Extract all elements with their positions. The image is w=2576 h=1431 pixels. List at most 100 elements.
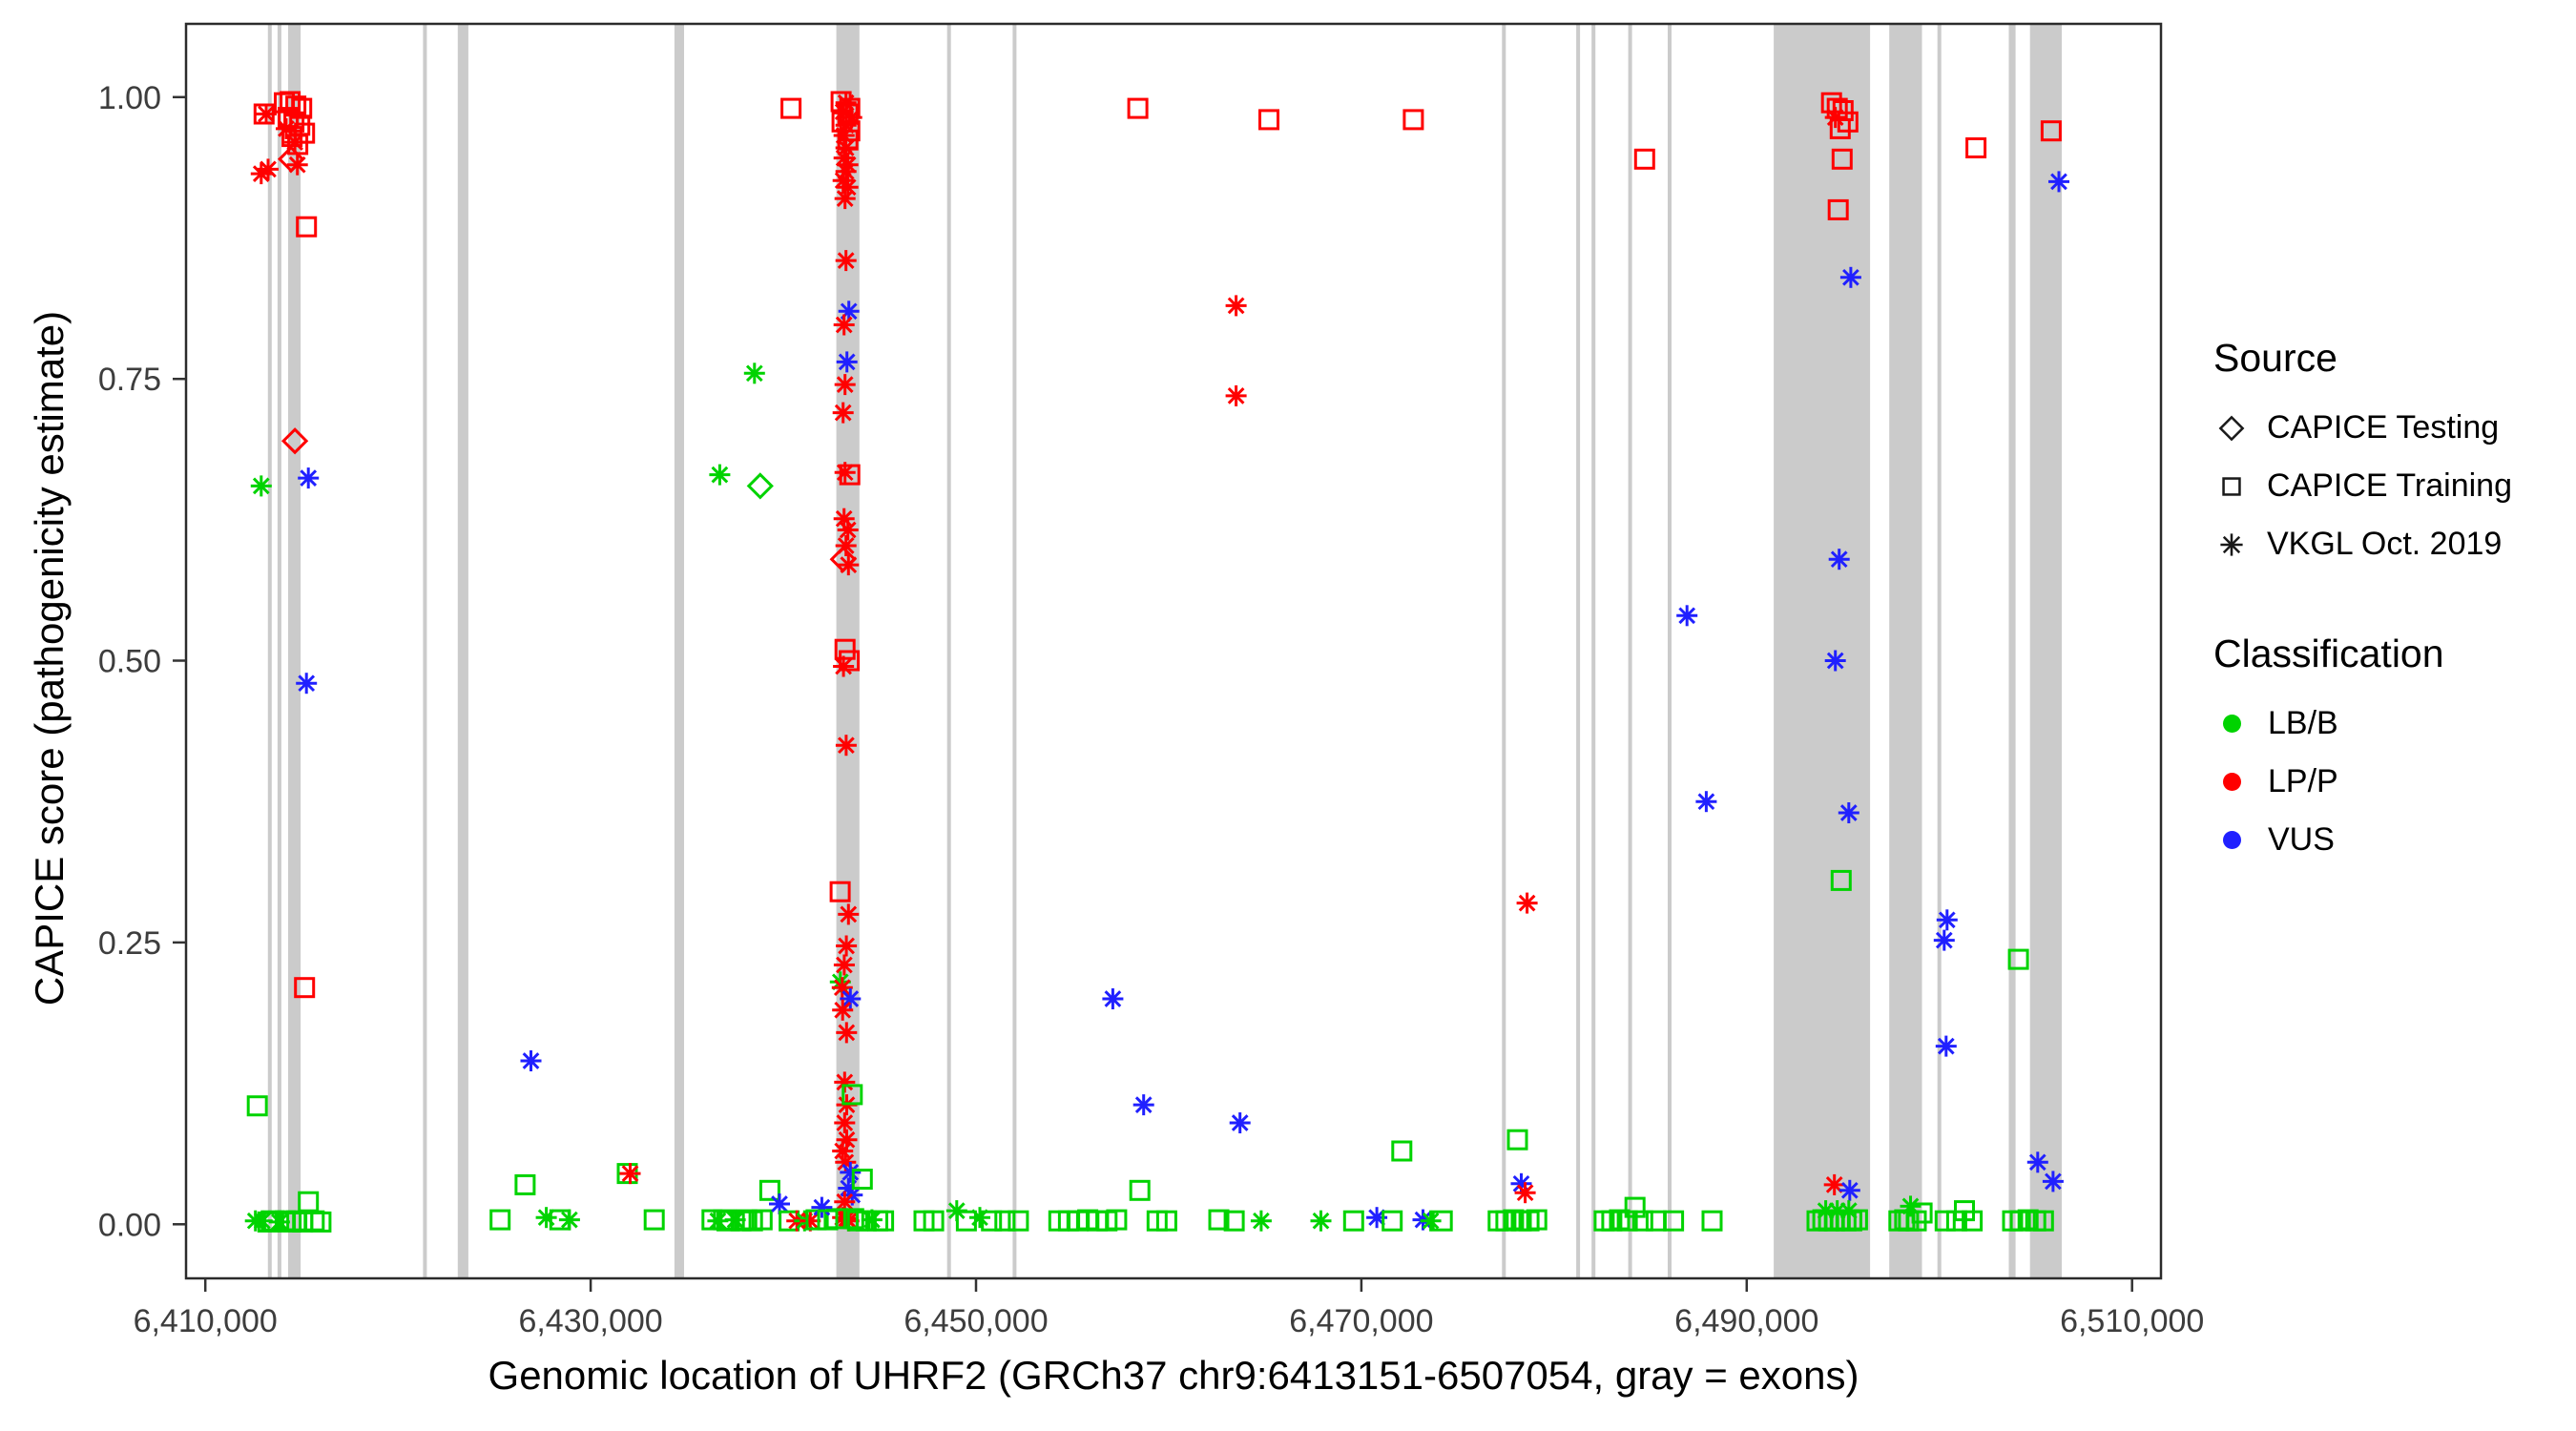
legend-item-vkgl: VKGL Oct. 2019 (2213, 526, 2568, 563)
legend-item-label: LP/P (2268, 763, 2338, 799)
legend-classification-title: Classification (2213, 632, 2444, 675)
x-tick-label: 6,430,000 (518, 1303, 662, 1339)
y-axis-title: CAPICE score (pathogenicity estimate) (27, 310, 72, 1006)
x-tick-label: 6,490,000 (1674, 1303, 1818, 1339)
data-point (1506, 1129, 1528, 1151)
data-point (1127, 97, 1149, 119)
data-point (751, 1209, 773, 1231)
exon-band (457, 24, 468, 1278)
data-point (833, 655, 855, 677)
data-point (1827, 198, 1849, 220)
data-point (619, 1163, 641, 1185)
data-point (834, 374, 856, 396)
data-point (1431, 1210, 1453, 1232)
data-point (643, 1209, 665, 1231)
data-point (1391, 1140, 1413, 1162)
data-point (2007, 948, 2029, 970)
data-point (839, 464, 861, 486)
data-point (1225, 384, 1247, 406)
data-point (246, 1095, 268, 1117)
data-point (310, 1211, 332, 1233)
exon-band (674, 24, 684, 1278)
data-point (851, 1169, 873, 1190)
data-point (817, 1209, 839, 1231)
data-point (2040, 120, 2062, 142)
data-point (1132, 1094, 1154, 1116)
data-point (298, 1191, 320, 1213)
exon-band (1012, 24, 1017, 1278)
data-point (981, 1210, 1003, 1232)
data-point (1008, 1210, 1029, 1232)
data-point (1310, 1210, 1332, 1232)
y-tick-label: 0.50 (98, 644, 161, 680)
data-point (1824, 650, 1846, 672)
data-point (2042, 1171, 2064, 1192)
data-point (258, 158, 279, 180)
legend-item-label: CAPICE Training (2267, 467, 2512, 504)
data-point (834, 638, 856, 660)
legend: Source CAPICE Testing CAPICE Training (2213, 336, 2568, 880)
data-point (969, 1207, 990, 1229)
data-point (1402, 109, 1424, 131)
data-point (831, 977, 853, 999)
data-point (1229, 1112, 1251, 1133)
legend-item-label: VUS (2268, 821, 2335, 858)
exon-band (2008, 24, 2016, 1278)
y-tick-label: 1.00 (98, 80, 161, 116)
data-point (758, 1179, 780, 1201)
data-point (746, 472, 774, 500)
data-point (2048, 171, 2069, 193)
data-point (839, 650, 861, 672)
data-point (1830, 869, 1852, 891)
data-point (1831, 148, 1853, 170)
data-point (296, 673, 318, 695)
data-point (1102, 988, 1124, 1009)
data-point (286, 154, 308, 176)
data-point (1645, 1210, 1667, 1232)
data-point (1633, 148, 1655, 170)
exon-band (1937, 24, 1942, 1278)
data-point (1250, 1210, 1272, 1232)
x-tick-label: 6,510,000 (2060, 1303, 2204, 1339)
data-point (1106, 1209, 1128, 1231)
legend-source-title: Source (2213, 336, 2337, 380)
y-tick-label: 0.25 (98, 925, 161, 962)
data-point (1676, 605, 1698, 627)
data-point (1936, 909, 1958, 931)
data-point (520, 1050, 542, 1071)
data-point (1514, 1182, 1536, 1204)
data-point (1701, 1210, 1723, 1232)
x-tick-label: 6,410,000 (134, 1303, 278, 1339)
data-point (1935, 1035, 1957, 1057)
exon-band (1774, 24, 1871, 1278)
data-point (834, 1112, 856, 1133)
x-tick-label: 6,450,000 (904, 1303, 1048, 1339)
data-point (923, 1210, 945, 1232)
data-point (1824, 107, 1846, 129)
asterisk-icon (2220, 532, 2243, 556)
data-point (835, 250, 857, 272)
x-tick-label: 6,470,000 (1289, 1303, 1433, 1339)
data-point (1208, 1209, 1230, 1231)
legend-item-capice-training: CAPICE Training (2213, 467, 2568, 505)
data-point (1823, 1173, 1845, 1195)
data-point (1129, 1179, 1151, 1201)
data-point (1839, 266, 1861, 288)
legend-item-vus: VUS (2213, 821, 2568, 859)
legend-item-label: CAPICE Testing (2267, 409, 2500, 446)
data-point (780, 97, 802, 119)
data-point (1526, 1209, 1548, 1231)
data-point (838, 554, 860, 576)
exon-band (1502, 24, 1506, 1278)
data-point (280, 427, 309, 455)
lbb-color-dot (2223, 715, 2241, 733)
data-point (256, 103, 277, 125)
exon-band (277, 24, 281, 1278)
data-point (1381, 1210, 1403, 1232)
data-point (276, 117, 297, 139)
data-point (840, 988, 862, 1009)
data-point (1516, 892, 1538, 914)
exon-band (946, 24, 951, 1278)
